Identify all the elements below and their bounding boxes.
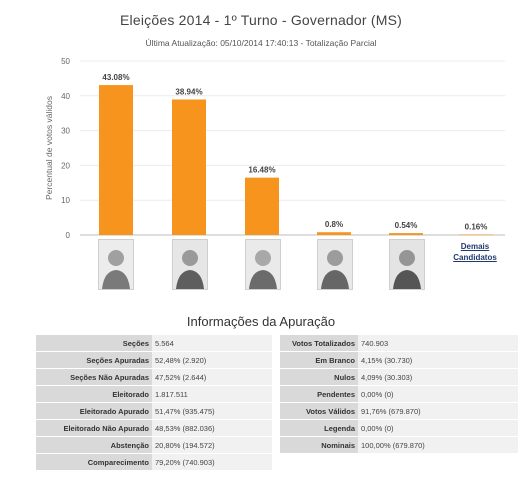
info-table-right: Votos Totalizados 740.903 Em Branco 4,15% … (280, 334, 518, 454)
info-value: 91,76% (679.870) (358, 403, 518, 419)
info-title: Informações da Apuração (186, 314, 336, 329)
info-label: Votos Totalizados (280, 335, 358, 351)
table-row: Abstenção 20,80% (194.572) (36, 437, 272, 453)
info-value: 52,48% (2.920) (152, 352, 272, 368)
table-row: Pendentes 0,00% (0) (280, 386, 518, 402)
candidate-photo-3[interactable] (245, 239, 281, 290)
table-row: Votos Válidos 91,76% (679.870) (280, 403, 518, 419)
info-label: Nominais (280, 437, 358, 453)
bar (172, 99, 206, 235)
candidate-photo-1[interactable] (98, 239, 134, 290)
info-table-left: Seções 5.564 Seções Apuradas 52,48% (2.920… (36, 334, 272, 471)
table-row: Seções 5.564 (36, 335, 272, 351)
bar (99, 85, 133, 235)
data-label: 0.16% (465, 222, 488, 231)
candidate-photo-2[interactable] (172, 239, 208, 290)
info-value: 4,15% (30.730) (358, 352, 518, 368)
info-value: 20,80% (194.572) (152, 437, 272, 453)
bar (317, 232, 351, 235)
info-value: 740.903 (358, 335, 518, 351)
table-row: Nulos 4,09% (30.303) (280, 369, 518, 385)
table-row: Seções Não Apuradas 47,52% (2.644) (36, 369, 272, 385)
info-label: Eleitorado Apurado (36, 403, 152, 419)
info-value: 5.564 (152, 335, 272, 351)
info-label: Pendentes (280, 386, 358, 402)
table-row: Legenda 0,00% (0) (280, 420, 518, 436)
y-tick-label: 30 (61, 127, 70, 136)
y-tick-label: 40 (61, 92, 70, 101)
table-row: Eleitorado Não Apurado 48,53% (882.036) (36, 420, 272, 436)
bar (245, 177, 279, 235)
info-label: Seções Não Apuradas (36, 369, 152, 385)
table-row: Nominais 100,00% (679.870) (280, 437, 518, 453)
candidate-portrait-icon (390, 240, 424, 289)
candidate-portrait-icon (99, 240, 133, 289)
y-axis-label: Percentual de votos válidos (44, 96, 54, 200)
bar (459, 234, 493, 236)
info-label: Eleitorado Não Apurado (36, 420, 152, 436)
table-row: Comparecimento 79,20% (740.903) (36, 454, 272, 470)
table-row: Eleitorado 1.817.511 (36, 386, 272, 402)
y-tick-label: 10 (61, 196, 70, 205)
candidate-portrait-icon (173, 240, 207, 289)
data-label: 0.54% (395, 221, 418, 230)
info-value: 48,53% (882.036) (152, 420, 272, 436)
last-update-subtitle: Última Atualização: 05/10/2014 17:40:13 … (145, 38, 377, 48)
other-candidates-link[interactable]: Demais Candidatos (453, 242, 497, 262)
y-tick-label: 20 (61, 161, 70, 170)
table-row: Votos Totalizados 740.903 (280, 335, 518, 351)
candidate-photo-5[interactable] (389, 239, 425, 290)
info-value: 100,00% (679.870) (358, 437, 518, 453)
info-label: Comparecimento (36, 454, 152, 470)
chart-title: Eleições 2014 - 1º Turno - Governador (M… (120, 12, 402, 28)
info-label: Em Branco (280, 352, 358, 368)
info-label: Votos Válidos (280, 403, 358, 419)
info-label: Abstenção (36, 437, 152, 453)
info-label: Eleitorado (36, 386, 152, 402)
info-label: Nulos (280, 369, 358, 385)
table-row: Em Branco 4,15% (30.730) (280, 352, 518, 368)
vote-bar-chart: 0 10 20 30 40 50 Percentual de votos válidos 43… (44, 57, 505, 240)
data-label: 43.08% (102, 73, 129, 82)
info-label: Seções (36, 335, 152, 351)
info-value: 79,20% (740.903) (152, 454, 272, 470)
y-tick-label: 0 (66, 231, 71, 240)
candidate-photo-4[interactable] (317, 239, 353, 290)
info-value: 4,09% (30.303) (358, 369, 518, 385)
info-value: 1.817.511 (152, 386, 272, 402)
table-row: Eleitorado Apurado 51,47% (935.475) (36, 403, 272, 419)
info-label: Seções Apuradas (36, 352, 152, 368)
data-label: 38.94% (175, 87, 202, 96)
info-value: 0,00% (0) (358, 420, 518, 436)
y-tick-label: 50 (61, 57, 70, 66)
info-label: Legenda (280, 420, 358, 436)
table-row: Seções Apuradas 52,48% (2.920) (36, 352, 272, 368)
info-value: 0,00% (0) (358, 386, 518, 402)
info-value: 51,47% (935.475) (152, 403, 272, 419)
info-value: 47,52% (2.644) (152, 369, 272, 385)
bar (389, 233, 423, 235)
candidate-portrait-icon (318, 240, 352, 289)
data-label: 16.48% (248, 166, 275, 175)
candidate-portrait-icon (246, 240, 280, 289)
data-label: 0.8% (325, 220, 343, 229)
